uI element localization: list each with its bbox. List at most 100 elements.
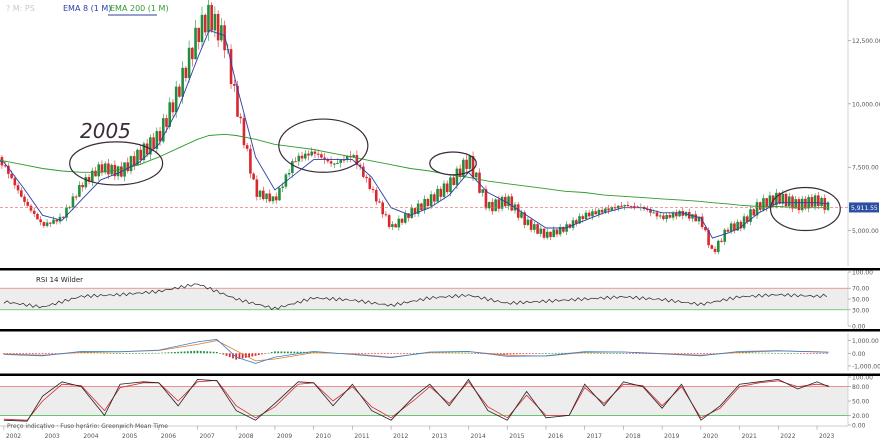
- candle-body: [578, 216, 581, 224]
- candle-body: [100, 164, 104, 173]
- macd-histogram-bar: [228, 353, 231, 358]
- candle-body: [733, 223, 736, 231]
- candle-body: [626, 204, 630, 207]
- macd-histogram-bar: [357, 353, 360, 354]
- candle-body: [265, 193, 268, 200]
- macd-histogram-bar: [448, 352, 451, 354]
- rsi-panel[interactable]: 0.00 30.00 50.00 70.00 100.00: [0, 270, 873, 331]
- candle-body: [81, 184, 84, 188]
- candle-body: [103, 163, 107, 173]
- macd-histogram-bar: [541, 353, 544, 354]
- stoch-k-line[interactable]: [3, 378, 829, 422]
- macd-histogram-bar: [99, 352, 102, 354]
- macd-histogram-bar: [754, 352, 757, 354]
- macd-histogram-bar: [232, 353, 234, 359]
- candle-body: [600, 209, 604, 213]
- rsi-line[interactable]: [3, 283, 827, 310]
- candle-body: [558, 226, 562, 235]
- macd-histogram-bar: [93, 352, 96, 354]
- candle-body: [478, 172, 481, 193]
- candle-body: [458, 168, 462, 177]
- macd-histogram-bar: [19, 353, 21, 354]
- macd-histogram-bar: [545, 353, 547, 354]
- macd-histogram-bar: [758, 352, 760, 354]
- y-tick-label: 0.00: [852, 423, 866, 430]
- macd-histogram-bar: [780, 353, 783, 354]
- annotation-circle: [69, 141, 164, 186]
- candle-body: [826, 202, 830, 210]
- candle-body: [378, 201, 381, 203]
- macd-histogram-bar: [151, 352, 154, 354]
- x-tick-label: 2022: [780, 433, 795, 440]
- macd-histogram-bar: [54, 353, 57, 354]
- macd-histogram-bar: [22, 353, 25, 354]
- panel-separator: [0, 373, 880, 376]
- x-tick-label: 2020: [703, 433, 718, 440]
- price-panel[interactable]: 5,000.00 7,500.00 10,000.00 12,500.00 5,911.…: [0, 0, 880, 266]
- macd-histogram-bar: [135, 353, 138, 354]
- candle-body: [45, 222, 49, 226]
- macd-histogram-bar: [499, 353, 502, 355]
- macd-histogram-bar: [186, 351, 189, 354]
- candle-body: [813, 195, 817, 207]
- stoch-d-line[interactable]: [3, 379, 829, 421]
- candle-body: [433, 194, 436, 202]
- candle-body: [471, 156, 475, 178]
- candle-body: [645, 209, 649, 211]
- candle-body: [29, 205, 33, 211]
- macd-histogram-bar: [587, 352, 589, 354]
- candle-body: [720, 240, 723, 242]
- macd-histogram-bar: [115, 353, 118, 354]
- candle-body: [23, 196, 26, 202]
- ema200-line[interactable]: [0, 133, 829, 209]
- candle-body: [297, 155, 301, 162]
- y-tick-label: 100.00: [852, 270, 873, 277]
- candles: [0, 0, 830, 255]
- candle-body: [545, 231, 549, 238]
- macd-histogram-bar: [9, 353, 12, 354]
- candle-body: [633, 206, 636, 208]
- macd-histogram-bar: [212, 351, 215, 354]
- macd-histogram-bar: [32, 353, 34, 354]
- candle-body: [474, 172, 478, 178]
- candle-body: [65, 207, 68, 218]
- candle-body: [129, 156, 133, 172]
- macd-line[interactable]: [3, 338, 829, 364]
- ema8-line[interactable]: [0, 29, 829, 239]
- stochastic-panel[interactable]: 0.00 20.00 50.00 80.00 100.00: [0, 375, 873, 430]
- y-tick-label: 12,500.00: [852, 38, 880, 45]
- macd-histogram-bar: [390, 353, 392, 354]
- macd-histogram-bar: [680, 353, 683, 354]
- candle-body: [820, 197, 823, 207]
- macd-histogram-bar: [632, 353, 634, 354]
- ema200-legend[interactable]: EMA 200 (1 M): [110, 4, 169, 13]
- macd-histogram-bar: [286, 351, 289, 354]
- candle-body: [481, 189, 485, 193]
- macd-histogram-bar: [80, 352, 83, 354]
- macd-histogram-bar: [209, 351, 212, 354]
- macd-histogram-bar: [106, 352, 109, 354]
- x-tick-label: 2005: [122, 433, 137, 440]
- candle-body: [736, 221, 739, 231]
- y-tick-label: 7,500.00: [852, 165, 879, 172]
- macd-histogram-bar: [35, 353, 38, 354]
- macd-histogram-bar: [270, 352, 273, 354]
- macd-histogram-bar: [512, 353, 515, 355]
- candle-body: [284, 174, 288, 187]
- ema8-legend[interactable]: EMA 8 (1 M): [63, 4, 111, 13]
- macd-histogram-bar: [154, 352, 157, 354]
- macd-histogram-bar: [248, 353, 251, 358]
- candle-body: [310, 151, 314, 156]
- candle-body: [652, 212, 656, 214]
- candle-body: [675, 212, 678, 217]
- candle-body: [90, 170, 94, 182]
- candle-body: [239, 116, 243, 119]
- panel-separator: [0, 329, 880, 332]
- x-tick-label: 2021: [742, 433, 757, 440]
- macd-panel[interactable]: -1,000.00 0.00 1,000.00: [2, 333, 880, 371]
- macd-histogram-bar: [535, 353, 538, 354]
- candle-body: [213, 14, 217, 31]
- macd-histogram-bar: [438, 352, 441, 354]
